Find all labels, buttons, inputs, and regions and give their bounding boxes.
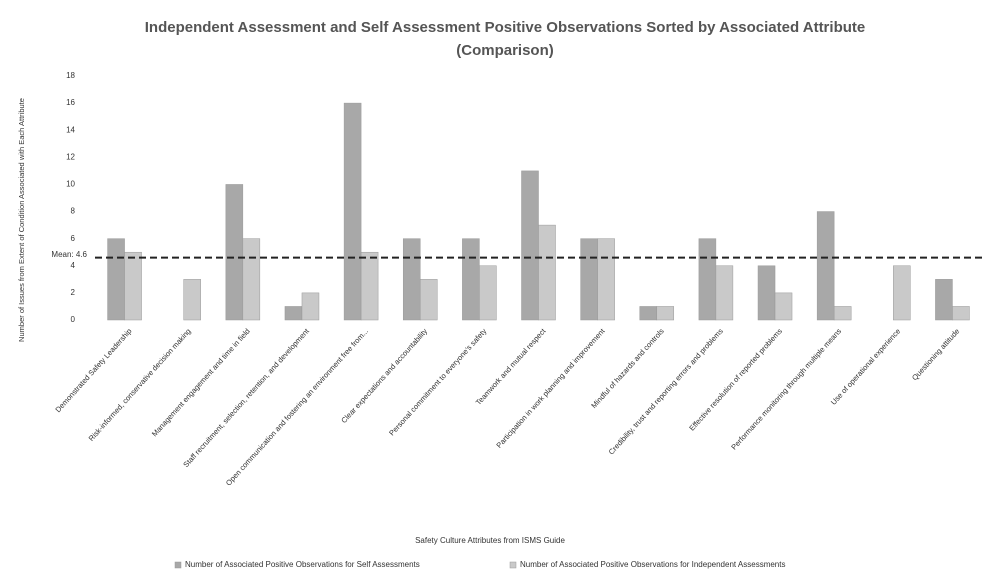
bar <box>580 238 598 321</box>
x-tick-label: Teamwork and mutual respect <box>474 326 548 407</box>
bar <box>301 292 320 321</box>
bar <box>935 279 953 321</box>
x-tick-label: Performance monitoring through multiple … <box>729 326 843 451</box>
x-tick-label: Effective resolution of reported problem… <box>687 326 784 432</box>
bar <box>183 279 201 321</box>
bar <box>225 184 244 321</box>
x-tick-label: Personal commitment to everyone's safety <box>387 326 488 437</box>
y-tick-label: 0 <box>71 315 76 324</box>
legend-label: Number of Associated Positive Observatio… <box>185 560 420 569</box>
x-tick-label: Risk-informed, conservative decision mak… <box>87 327 193 443</box>
bar <box>597 238 615 321</box>
x-tick-label: Questioning attitude <box>910 327 961 383</box>
bar <box>757 265 776 321</box>
bar <box>698 238 717 321</box>
bar <box>538 224 556 321</box>
bar <box>284 306 303 321</box>
x-tick-label: Participation in work planning and impro… <box>494 326 607 450</box>
y-tick-label: 8 <box>71 207 76 216</box>
bar <box>816 211 835 321</box>
bar <box>242 238 261 321</box>
bar <box>343 102 362 321</box>
y-tick-label: 10 <box>66 180 75 189</box>
x-tick-label: Credibility, trust and reporting errors … <box>607 326 725 456</box>
legend-swatch <box>174 561 182 569</box>
x-tick-label: Open communication and fostering an envi… <box>224 327 370 488</box>
legend-label: Number of Associated Positive Observatio… <box>520 560 785 569</box>
bar <box>479 265 497 321</box>
x-tick-label: Management engagement and time in field <box>150 327 252 439</box>
bar <box>402 238 421 321</box>
x-tick-label: Use of operational experience <box>829 327 902 407</box>
bar <box>639 306 658 321</box>
bar <box>833 306 852 321</box>
bar <box>107 238 125 321</box>
bar <box>124 251 142 321</box>
bar <box>952 306 970 321</box>
y-axis-label: Number of Issues from Extent of Conditio… <box>17 98 26 342</box>
bar <box>656 306 675 321</box>
bar <box>360 251 379 321</box>
chart-title: Independent Assessment and Self Assessme… <box>144 19 866 59</box>
bar <box>419 279 438 321</box>
y-tick-label: 16 <box>66 98 75 107</box>
bar <box>521 170 539 321</box>
bar <box>462 238 480 321</box>
mean-label: Mean: 4.6 <box>51 250 87 259</box>
y-tick-label: 6 <box>71 234 76 243</box>
y-tick-label: 18 <box>66 71 75 80</box>
bar <box>893 265 911 321</box>
bar <box>774 292 793 321</box>
x-axis-label: Safety Culture Attributes from ISMS Guid… <box>415 536 565 545</box>
bar <box>715 265 734 321</box>
y-tick-label: 12 <box>66 152 75 161</box>
x-tick-label: Staff recruitment, selection, retention,… <box>181 326 311 469</box>
y-tick-label: 2 <box>71 288 76 297</box>
legend-swatch <box>509 561 517 569</box>
y-tick-label: 14 <box>66 125 75 134</box>
y-tick-label: 4 <box>71 261 76 270</box>
